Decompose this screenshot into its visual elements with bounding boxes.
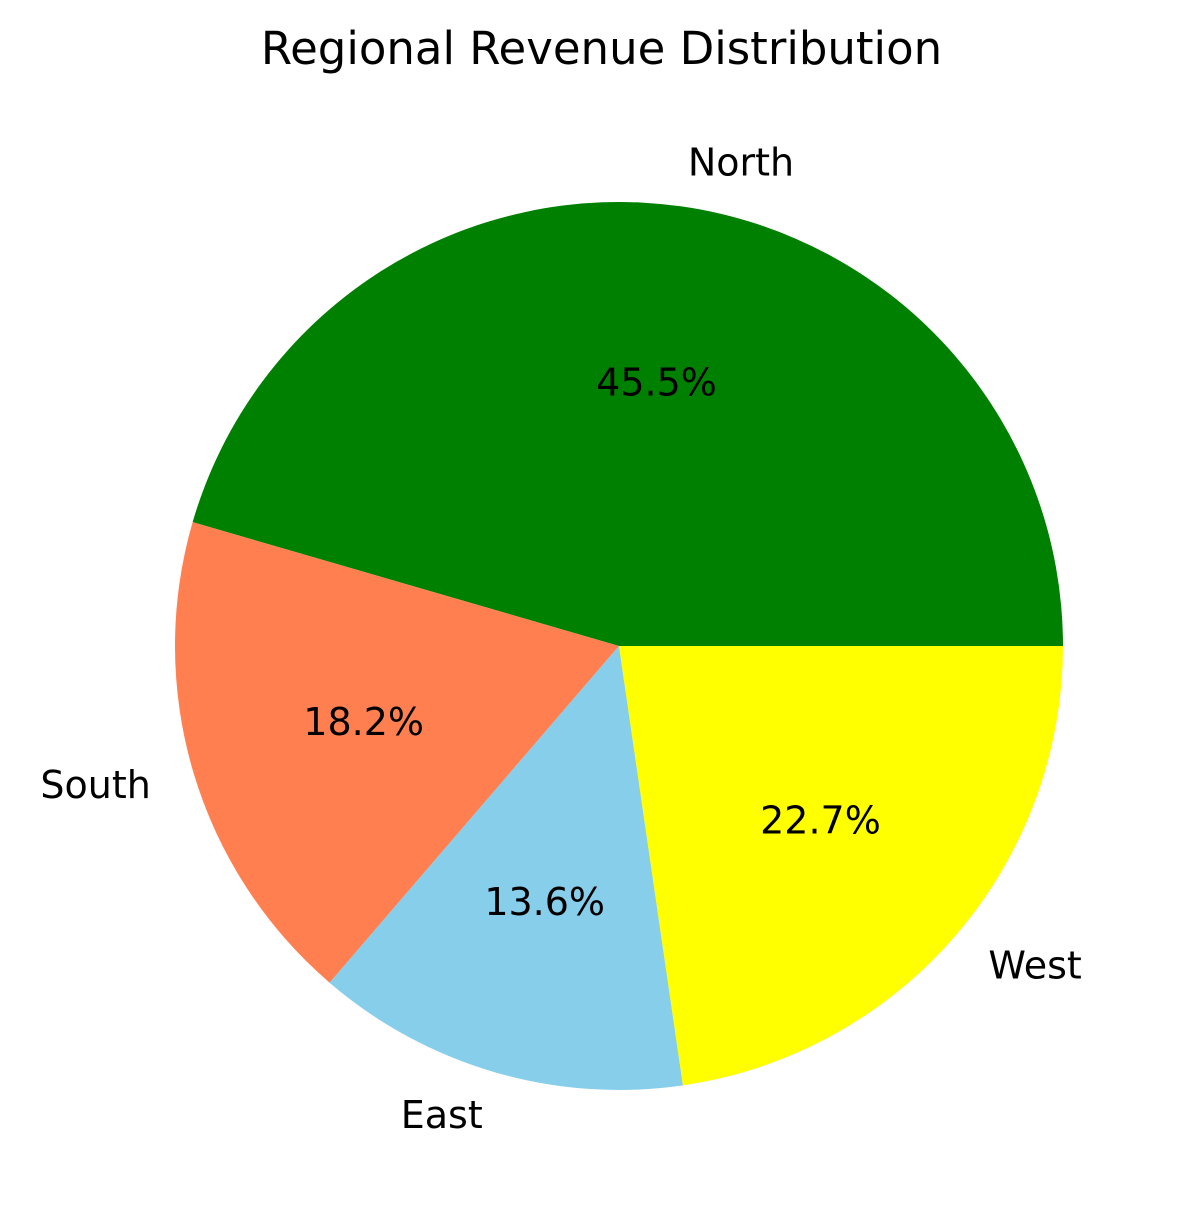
pie-labels: 45.5% North 18.2% South 13.6% East 22.7% West: [40, 140, 1081, 1137]
pie-category-label-north: North: [688, 140, 794, 184]
pie-percent-label-south: 18.2%: [303, 700, 424, 744]
pie-category-label-south: South: [40, 763, 150, 807]
pie-slice-west: [619, 646, 1063, 1086]
pie-slice-south: [175, 522, 619, 983]
pie-category-label-west: West: [988, 944, 1081, 988]
pie-slices: [175, 202, 1063, 1090]
pie-slice-east: [329, 646, 683, 1090]
pie-category-label-east: East: [401, 1093, 483, 1137]
chart-title: Regional Revenue Distribution: [260, 22, 943, 75]
pie-percent-label-east: 13.6%: [484, 880, 605, 924]
pie-percent-label-west: 22.7%: [760, 798, 881, 842]
pie-percent-label-north: 45.5%: [596, 360, 717, 404]
pie-slice-north: [192, 202, 1063, 647]
